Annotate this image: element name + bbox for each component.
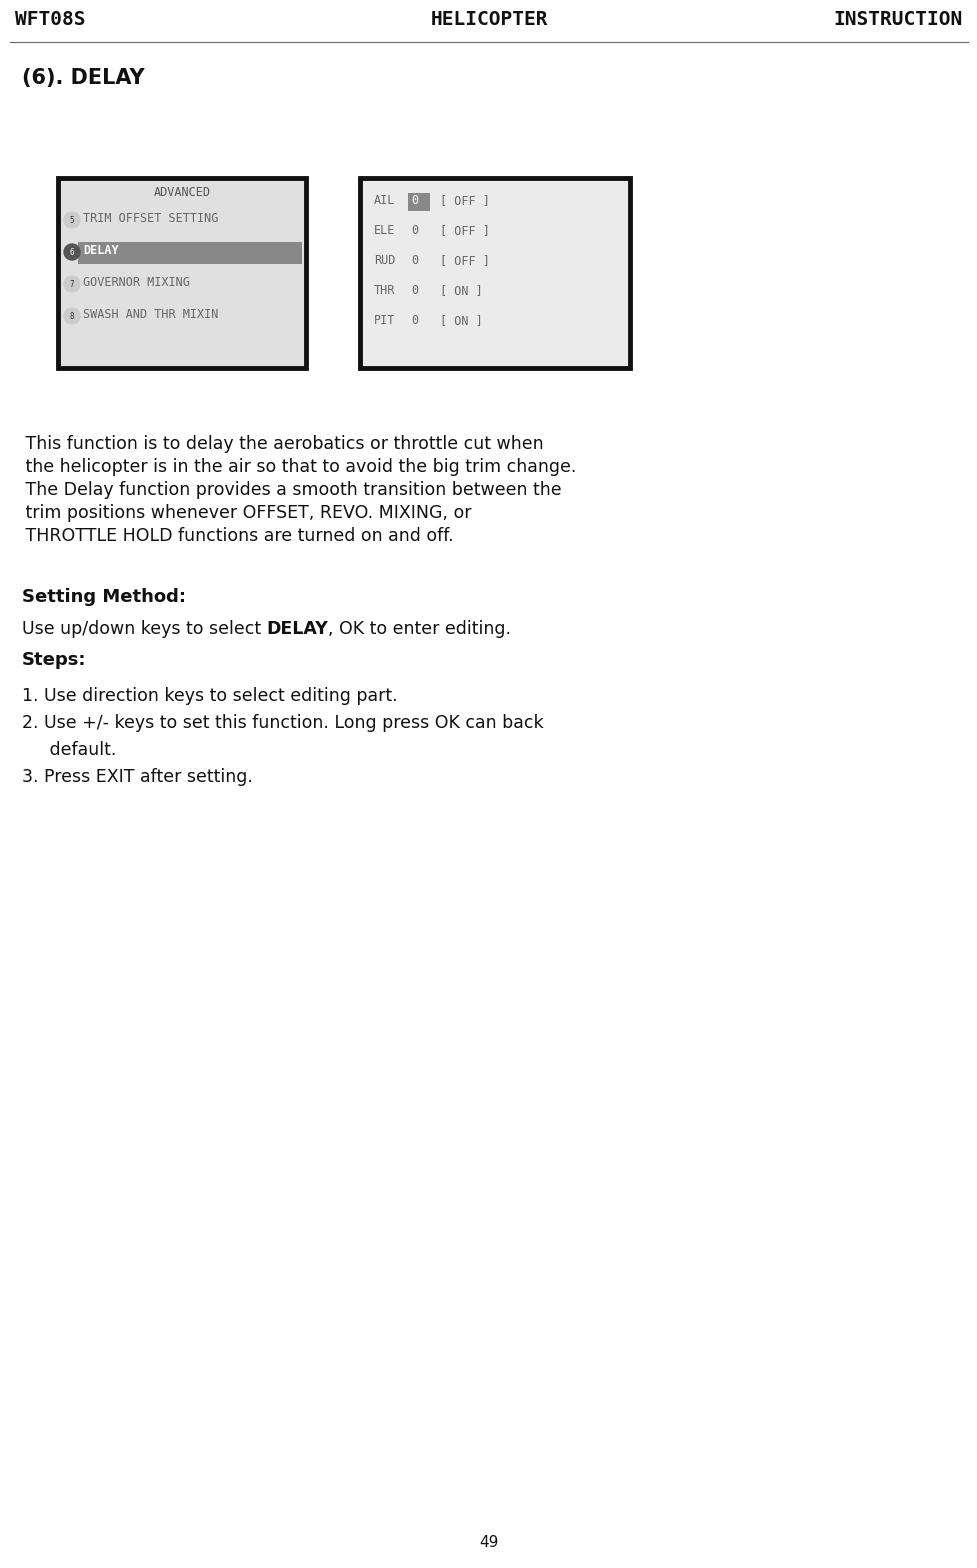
Text: 49: 49 — [479, 1535, 498, 1551]
Bar — [78, 241, 302, 263]
Circle shape — [64, 212, 80, 227]
Text: [ OFF ]: [ OFF ] — [440, 224, 489, 237]
Text: TRIM OFFSET SETTING: TRIM OFFSET SETTING — [83, 212, 218, 224]
Bar — [407, 193, 430, 212]
Text: default.: default. — [21, 742, 116, 759]
Text: [ ON ]: [ ON ] — [440, 314, 483, 328]
Text: 0: 0 — [411, 284, 418, 296]
Text: Use up/down keys to select: Use up/down keys to select — [21, 619, 267, 638]
Text: RUD: RUD — [373, 254, 395, 267]
Text: (6). DELAY: (6). DELAY — [21, 67, 145, 88]
Text: Setting Method:: Setting Method: — [21, 588, 186, 605]
Circle shape — [64, 276, 80, 292]
Text: 0: 0 — [411, 224, 418, 237]
Bar — [58, 179, 306, 368]
Text: 7: 7 — [69, 279, 74, 289]
Text: 2. Use +/- keys to set this function. Long press OK can back: 2. Use +/- keys to set this function. Lo… — [21, 713, 543, 732]
Text: THR: THR — [373, 284, 395, 296]
Text: the helicopter is in the air so that to avoid the big trim change.: the helicopter is in the air so that to … — [20, 458, 575, 477]
Text: This function is to delay the aerobatics or throttle cut when: This function is to delay the aerobatics… — [20, 434, 543, 453]
Text: 1. Use direction keys to select editing part.: 1. Use direction keys to select editing … — [21, 687, 398, 706]
Text: 0: 0 — [411, 314, 418, 328]
Bar — [360, 179, 629, 368]
Text: ELE: ELE — [373, 224, 395, 237]
Text: [ ON ]: [ ON ] — [440, 284, 483, 296]
Text: Steps:: Steps: — [21, 651, 86, 670]
Text: HELICOPTER: HELICOPTER — [430, 9, 547, 28]
Text: SWASH AND THR MIXIN: SWASH AND THR MIXIN — [83, 307, 218, 321]
Text: 5: 5 — [69, 215, 74, 224]
Text: THROTTLE HOLD functions are turned on and off.: THROTTLE HOLD functions are turned on an… — [20, 527, 453, 546]
Circle shape — [64, 307, 80, 325]
Text: DELAY: DELAY — [83, 245, 118, 257]
Text: 0: 0 — [411, 194, 418, 207]
Text: AIL: AIL — [373, 194, 395, 207]
Circle shape — [64, 245, 80, 260]
Text: WFT08S: WFT08S — [15, 9, 85, 28]
Text: trim positions whenever OFFSET, REVO. MIXING, or: trim positions whenever OFFSET, REVO. MI… — [20, 503, 471, 522]
Text: DELAY: DELAY — [267, 619, 328, 638]
Text: 0: 0 — [411, 254, 418, 267]
Text: 8: 8 — [69, 312, 74, 320]
Text: PIT: PIT — [373, 314, 395, 328]
Text: [ OFF ]: [ OFF ] — [440, 254, 489, 267]
Text: 6: 6 — [69, 248, 74, 257]
Text: GOVERNOR MIXING: GOVERNOR MIXING — [83, 276, 190, 289]
Text: The Delay function provides a smooth transition between the: The Delay function provides a smooth tra… — [20, 481, 561, 499]
Text: 3. Press EXIT after setting.: 3. Press EXIT after setting. — [21, 768, 253, 786]
Text: , OK to enter editing.: , OK to enter editing. — [328, 619, 511, 638]
Text: ADVANCED: ADVANCED — [153, 187, 210, 199]
Text: [ OFF ]: [ OFF ] — [440, 194, 489, 207]
Text: INSTRUCTION: INSTRUCTION — [833, 9, 962, 28]
